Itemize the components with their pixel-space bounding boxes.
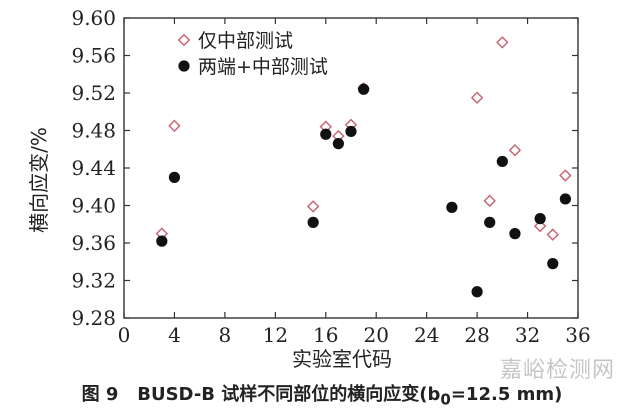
y-tick-label: 9.60 [71, 6, 116, 30]
watermark: 嘉峪检测网 [500, 358, 616, 383]
x-tick-label: 8 [219, 323, 232, 347]
data-point-circle [496, 155, 508, 168]
x-tick-label: 24 [414, 323, 439, 347]
data-point-circle [332, 138, 344, 150]
legend-marker [177, 33, 191, 47]
data-point-circle [307, 216, 319, 228]
data-point-circle [471, 286, 483, 298]
x-tick-label: 12 [263, 323, 288, 347]
data-point-circle [547, 258, 559, 270]
figure-caption: 图 9 BUSD-B 试样不同部位的横向应变(b0=12.5 mm) [0, 380, 644, 409]
data-point-diamond [496, 36, 509, 49]
data-point-diamond [533, 219, 547, 233]
x-tick-label: 36 [565, 323, 590, 347]
x-tick-label: 4 [168, 323, 181, 347]
data-point-circle [509, 228, 521, 240]
y-tick-label: 9.40 [71, 194, 116, 218]
data-point-diamond [470, 91, 484, 104]
scatter-chart: 9.28 9.32 9.36 9.40 9.44 9.48 9.52 9.56 9.60 0 4 8… [27, 6, 591, 371]
x-axis-ticks: 0 4 8 12 16 20 24 28 32 36 [118, 18, 591, 347]
data-point-diamond [559, 169, 572, 182]
data-point-diamond [306, 200, 320, 213]
legend-marker [178, 60, 190, 72]
y-axis-ticks: 9.28 9.32 9.36 9.40 9.44 9.48 9.52 9.56 9.60 [71, 6, 578, 330]
data-point-circle [446, 201, 458, 213]
data-point-diamond [483, 194, 496, 208]
y-axis-label: 横向应变/% [27, 127, 51, 233]
x-tick-label: 16 [313, 323, 338, 347]
y-tick-label: 9.48 [71, 119, 116, 143]
y-tick-label: 9.44 [71, 156, 116, 180]
data-point-circle [345, 125, 357, 138]
data-point-circle [559, 193, 571, 205]
x-tick-label: 28 [464, 323, 489, 347]
data-point-circle [320, 128, 332, 140]
data-point-circle [484, 216, 496, 228]
caption-subscript: 0 [440, 390, 451, 409]
data-marks [155, 36, 572, 298]
data-point-circle [534, 213, 546, 225]
figure-number: 图 9 [81, 384, 119, 405]
x-tick-label: 0 [118, 323, 131, 347]
y-tick-label: 9.56 [71, 44, 116, 68]
y-tick-label: 9.28 [71, 306, 116, 330]
data-point-diamond [508, 143, 522, 157]
plot-frame [123, 17, 579, 319]
y-tick-label: 9.32 [71, 269, 116, 293]
caption-suffix: =12.5 mm) [450, 384, 563, 405]
y-tick-label: 9.36 [71, 231, 116, 255]
data-point-circle [168, 171, 181, 183]
x-tick-label: 20 [363, 323, 388, 347]
legend-entry: 仅中部测试 [198, 30, 293, 52]
data-point-circle [156, 235, 168, 247]
legend-entry: 两端+中部测试 [198, 56, 328, 78]
x-axis-label: 实验室代码 [292, 347, 392, 371]
data-point-circle [358, 83, 370, 95]
caption-text: BUSD-B 试样不同部位的横向应变(b [137, 384, 441, 405]
data-point-diamond [546, 228, 560, 241]
plot-area [123, 17, 579, 319]
x-tick-label: 32 [515, 323, 540, 347]
data-point-diamond [168, 119, 181, 133]
y-tick-label: 9.52 [71, 81, 116, 105]
